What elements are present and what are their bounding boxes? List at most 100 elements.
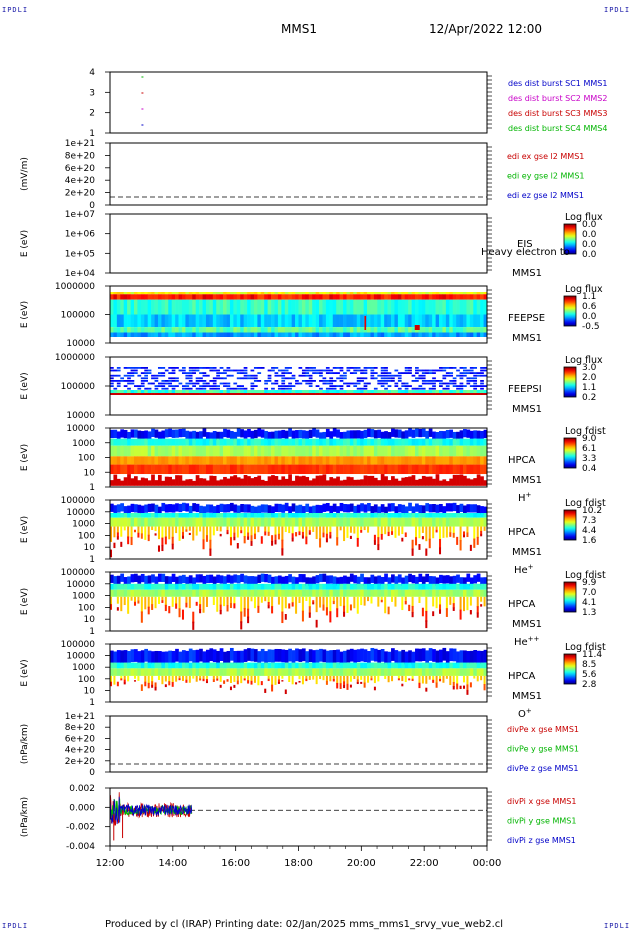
spectro-cell bbox=[463, 517, 467, 527]
spectro-cell bbox=[339, 517, 344, 527]
spectro-cell bbox=[456, 662, 460, 669]
y-tick-label: 10000 bbox=[66, 411, 95, 421]
x-tick-label: 20:00 bbox=[347, 858, 376, 869]
colorbar-tick-label: 0.0 bbox=[582, 250, 597, 260]
spectro-cell bbox=[380, 431, 385, 441]
spectro-cell bbox=[456, 517, 460, 527]
spectro-cell bbox=[319, 332, 323, 337]
spectro-cell bbox=[110, 583, 114, 590]
spectro-cell bbox=[339, 432, 344, 441]
spectro-cell bbox=[308, 612, 311, 618]
spectro-cell bbox=[223, 385, 227, 387]
spectro-cell bbox=[291, 503, 296, 512]
spectro-cell bbox=[332, 464, 337, 475]
spectro-cell bbox=[404, 506, 409, 515]
spectro-cell bbox=[349, 662, 354, 669]
spectro-cell bbox=[133, 675, 137, 679]
spectro-cell bbox=[421, 648, 426, 662]
spacecraft-label: MMS1 bbox=[512, 268, 542, 279]
spectro-cell bbox=[339, 668, 344, 676]
spectro-cell bbox=[233, 314, 238, 328]
spectro-cell bbox=[449, 393, 454, 395]
spectro-cell bbox=[418, 478, 423, 486]
spectro-cell bbox=[154, 504, 159, 513]
spectro-cell bbox=[226, 464, 231, 475]
spectro-cell bbox=[363, 299, 368, 315]
spectro-cell bbox=[432, 382, 436, 385]
spectro-cell bbox=[236, 393, 241, 395]
spectro-cell bbox=[202, 374, 207, 377]
spectro-cell bbox=[226, 429, 231, 438]
spectro-cell bbox=[175, 377, 179, 380]
spectro-cell bbox=[401, 683, 404, 687]
spectro-cell bbox=[339, 662, 344, 669]
spectro-cell bbox=[384, 390, 388, 393]
spectro-cell bbox=[274, 445, 279, 457]
spectro-cell bbox=[394, 299, 399, 315]
spectro-cell bbox=[229, 502, 234, 512]
spectro-cell bbox=[264, 292, 268, 295]
spectro-cell bbox=[236, 505, 241, 514]
spectro-cell bbox=[154, 596, 157, 609]
spectro-cell bbox=[164, 299, 169, 315]
spectro-cell bbox=[205, 583, 210, 590]
spectro-cell bbox=[353, 372, 358, 374]
spectro-cell bbox=[209, 583, 214, 590]
spectro-cell bbox=[127, 517, 131, 527]
spectro-cell bbox=[195, 299, 200, 315]
spectro-cell bbox=[476, 456, 481, 465]
spectro-cell bbox=[435, 596, 438, 609]
spectro-cell bbox=[295, 332, 299, 337]
spectro-cell bbox=[343, 517, 347, 527]
spectro-cell bbox=[432, 445, 436, 457]
spectro-cell bbox=[397, 332, 402, 337]
spectro-cell bbox=[137, 480, 142, 486]
spectro-cell bbox=[116, 314, 121, 328]
spectro-cell bbox=[312, 589, 316, 597]
spectro-cell bbox=[168, 476, 172, 486]
spectro-cell bbox=[250, 680, 253, 685]
spectro-cell bbox=[271, 512, 275, 518]
spectro-cell bbox=[123, 577, 128, 586]
spectro-cell bbox=[442, 299, 447, 315]
spectro-cell bbox=[363, 429, 368, 439]
spectro-cell bbox=[466, 380, 471, 382]
spectro-cell bbox=[110, 380, 114, 382]
spectro-cell bbox=[384, 583, 388, 590]
spectro-cell bbox=[151, 445, 155, 457]
spectro-cell bbox=[243, 583, 248, 590]
spectro-cell bbox=[315, 649, 320, 663]
spectro-cell bbox=[205, 438, 210, 446]
spectro-cell bbox=[175, 475, 179, 486]
spectro-cell bbox=[483, 327, 488, 333]
spectro-cell bbox=[284, 596, 287, 609]
spectro-cell bbox=[243, 607, 246, 617]
spectro-cell bbox=[202, 651, 207, 665]
spectro-cell bbox=[195, 526, 198, 536]
spectro-cell bbox=[133, 504, 138, 513]
spectro-cell bbox=[192, 327, 196, 333]
spectro-cell bbox=[127, 526, 130, 538]
spectro-cell bbox=[161, 675, 164, 685]
spectro-cell bbox=[291, 576, 296, 585]
spectro-cell bbox=[295, 577, 299, 586]
spectro-cell bbox=[346, 369, 351, 372]
spectro-cell bbox=[267, 445, 272, 457]
spectro-cell bbox=[445, 385, 450, 387]
spectro-cell bbox=[185, 299, 190, 315]
spectro-cell bbox=[329, 292, 334, 295]
colorbar-tick-label: -0.5 bbox=[582, 322, 600, 332]
spectro-cell bbox=[418, 393, 423, 395]
spectro-cell bbox=[469, 456, 474, 465]
spectro-cell bbox=[343, 332, 347, 337]
spectro-cell bbox=[360, 648, 364, 662]
spectro-cell bbox=[209, 367, 214, 369]
spectro-cell bbox=[295, 445, 299, 457]
spectro-cell bbox=[253, 327, 258, 333]
spectro-cell bbox=[281, 438, 286, 446]
spectro-cell bbox=[421, 662, 426, 669]
spectro-cell bbox=[281, 576, 286, 585]
spectro-cell bbox=[301, 372, 306, 374]
spectro-cell bbox=[397, 517, 402, 527]
spectro-cell bbox=[137, 390, 142, 393]
